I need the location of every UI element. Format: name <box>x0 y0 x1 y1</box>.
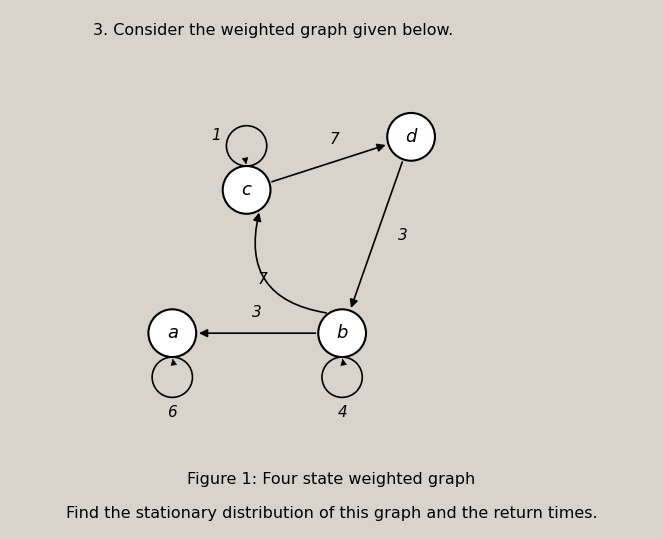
Text: 3: 3 <box>398 227 408 243</box>
Circle shape <box>387 113 435 161</box>
Text: b: b <box>336 324 348 342</box>
Text: a: a <box>167 324 178 342</box>
Text: 4: 4 <box>337 405 347 420</box>
Text: 1: 1 <box>211 128 221 143</box>
Text: d: d <box>405 128 417 146</box>
Circle shape <box>223 166 271 214</box>
Text: 3. Consider the weighted graph given below.: 3. Consider the weighted graph given bel… <box>93 23 453 38</box>
Text: 3: 3 <box>253 305 262 320</box>
Circle shape <box>318 309 366 357</box>
Text: c: c <box>241 181 251 199</box>
Text: Find the stationary distribution of this graph and the return times.: Find the stationary distribution of this… <box>66 506 597 521</box>
Text: 7: 7 <box>330 133 339 148</box>
Text: Figure 1: Four state weighted graph: Figure 1: Four state weighted graph <box>188 472 475 487</box>
Text: 7: 7 <box>257 272 267 287</box>
Circle shape <box>149 309 196 357</box>
Text: 6: 6 <box>168 405 177 420</box>
